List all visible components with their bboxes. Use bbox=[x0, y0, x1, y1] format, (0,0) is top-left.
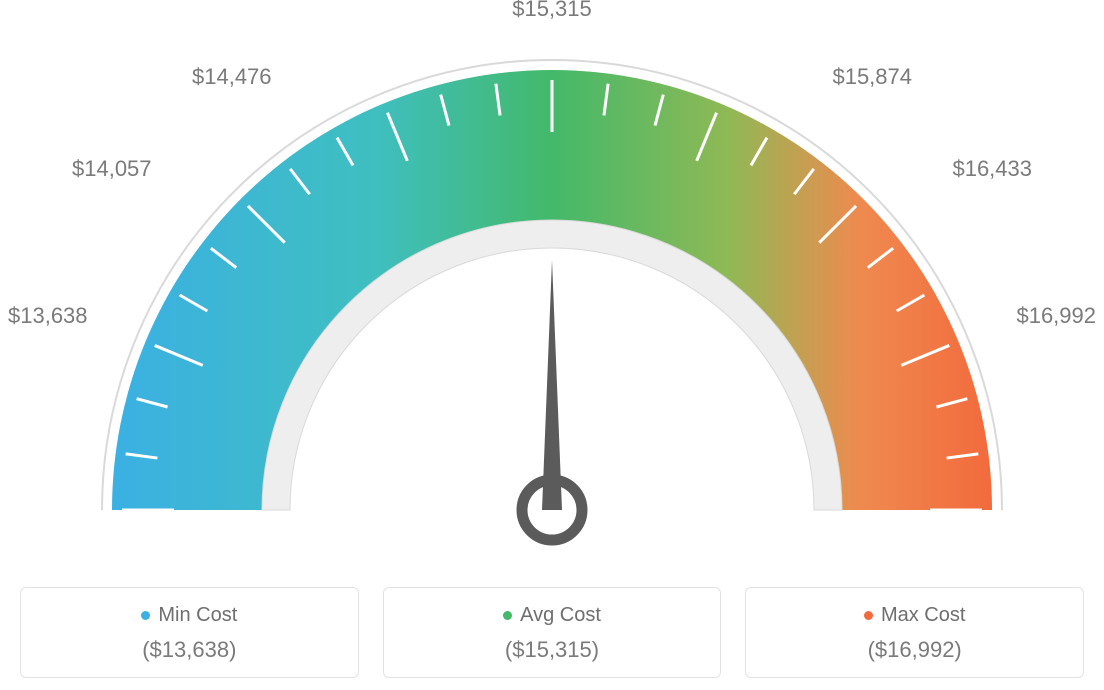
legend-max-label: Max Cost bbox=[881, 604, 965, 627]
legend-min-label: Min Cost bbox=[158, 604, 237, 627]
legend-min-card: Min Cost ($13,638) bbox=[20, 587, 359, 678]
legend-min-value: ($13,638) bbox=[31, 637, 348, 663]
svg-text:$15,315: $15,315 bbox=[512, 0, 592, 21]
legend-max-dot bbox=[864, 611, 873, 620]
legend-avg-card: Avg Cost ($15,315) bbox=[383, 587, 722, 678]
gauge-svg: $13,638 $14,057 $14,476 $15,315 $15,874 $16,4… bbox=[0, 0, 1104, 560]
legend-row: Min Cost ($13,638) Avg Cost ($15,315) Ma… bbox=[0, 587, 1104, 678]
svg-text:$16,992: $16,992 bbox=[1016, 303, 1096, 328]
legend-max-title: Max Cost bbox=[864, 604, 965, 627]
legend-max-value: ($16,992) bbox=[756, 637, 1073, 663]
legend-min-title: Min Cost bbox=[141, 604, 237, 627]
cost-gauge: $13,638 $14,057 $14,476 $15,315 $15,874 $16,4… bbox=[0, 0, 1104, 560]
svg-text:$13,638: $13,638 bbox=[8, 303, 88, 328]
legend-avg-label: Avg Cost bbox=[520, 604, 601, 627]
svg-text:$14,057: $14,057 bbox=[72, 156, 152, 181]
legend-min-dot bbox=[141, 611, 150, 620]
svg-text:$14,476: $14,476 bbox=[192, 64, 272, 89]
legend-avg-title: Avg Cost bbox=[503, 604, 601, 627]
legend-max-card: Max Cost ($16,992) bbox=[745, 587, 1084, 678]
svg-text:$16,433: $16,433 bbox=[952, 156, 1032, 181]
legend-avg-dot bbox=[503, 611, 512, 620]
svg-text:$15,874: $15,874 bbox=[832, 64, 912, 89]
legend-avg-value: ($15,315) bbox=[394, 637, 711, 663]
